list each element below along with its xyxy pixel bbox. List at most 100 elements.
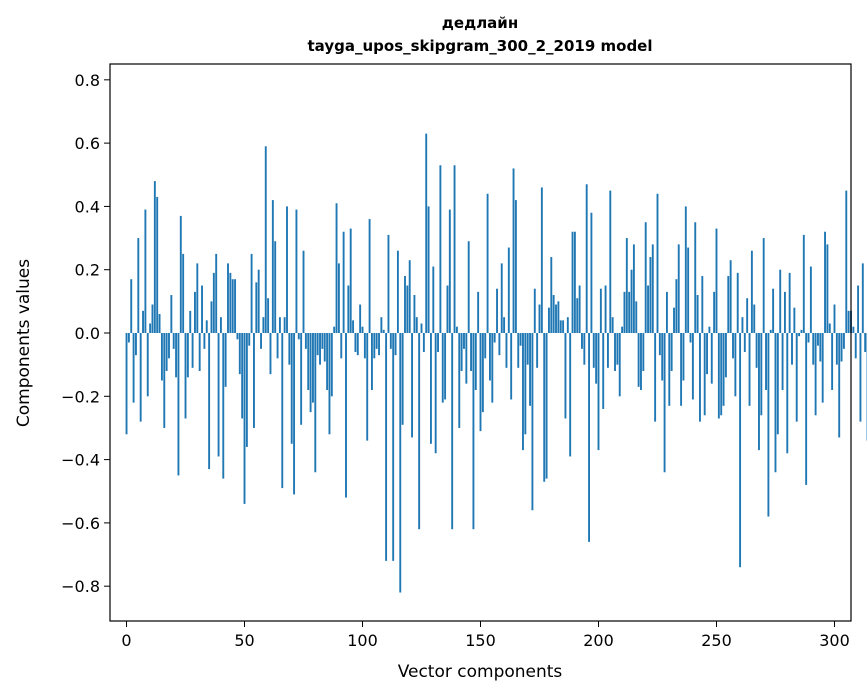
bar-110 <box>385 333 388 561</box>
bar-277 <box>779 269 782 334</box>
bar-13 <box>156 196 159 334</box>
bar-233 <box>675 279 678 333</box>
bar-241 <box>694 222 697 334</box>
bar-146 <box>470 333 473 371</box>
x-tick-label: 100 <box>347 631 378 650</box>
bar-155 <box>491 333 494 403</box>
bar-84 <box>323 333 326 362</box>
bar-82 <box>319 333 321 365</box>
bar-190 <box>573 231 576 333</box>
bar-10 <box>149 323 152 333</box>
bar-140 <box>455 326 458 334</box>
bar-135 <box>444 333 447 400</box>
bar-169 <box>524 333 527 435</box>
bar-269 <box>760 333 763 416</box>
bar-75 <box>302 250 305 333</box>
bar-95 <box>349 228 352 334</box>
bar-103 <box>368 219 371 333</box>
bar-187 <box>566 317 569 333</box>
bar-1 <box>127 333 130 343</box>
bar-180 <box>550 257 553 333</box>
bar-8 <box>144 209 147 334</box>
bar-62 <box>271 200 274 334</box>
bar-275 <box>774 333 777 473</box>
bar-210 <box>621 326 624 334</box>
bar-116 <box>399 333 402 593</box>
bar-162 <box>507 247 510 334</box>
bar-183 <box>557 301 560 334</box>
bar-238 <box>687 247 690 334</box>
bar-244 <box>701 276 704 334</box>
y-axis-label: Components values <box>14 259 34 427</box>
bar-310 <box>857 285 860 333</box>
bar-64 <box>276 333 279 359</box>
bar-158 <box>498 333 501 356</box>
bar-74 <box>300 333 303 425</box>
bar-304 <box>842 333 845 349</box>
bar-216 <box>635 301 638 334</box>
bar-306 <box>847 310 850 333</box>
bar-285 <box>798 333 801 337</box>
chart-title: дедлайн <box>442 14 518 32</box>
bar-182 <box>555 304 557 333</box>
bar-3 <box>132 333 135 403</box>
bar-20 <box>172 333 175 349</box>
bar-35 <box>208 333 211 470</box>
bar-34 <box>205 320 208 334</box>
bar-7 <box>142 310 144 333</box>
x-tick-label: 200 <box>583 631 614 650</box>
bar-173 <box>533 288 536 334</box>
bar-0 <box>125 333 128 435</box>
bar-160 <box>503 317 506 333</box>
bar-22 <box>177 333 180 476</box>
x-tick-label: 50 <box>234 631 254 650</box>
bar-44 <box>229 272 232 334</box>
bar-157 <box>496 288 498 334</box>
y-tick-label: 0.0 <box>75 324 100 343</box>
bar-305 <box>845 190 848 333</box>
bar-226 <box>658 333 661 356</box>
bar-56 <box>257 269 260 334</box>
bar-292 <box>814 333 817 416</box>
bar-211 <box>623 291 626 333</box>
bar-48 <box>238 333 241 375</box>
bar-186 <box>564 333 567 419</box>
bar-200 <box>597 333 600 451</box>
bar-281 <box>788 272 791 334</box>
bar-208 <box>616 333 619 365</box>
bar-245 <box>703 333 706 416</box>
bar-99 <box>359 304 362 333</box>
bar-224 <box>654 333 657 422</box>
bar-152 <box>484 333 487 359</box>
bar-172 <box>531 333 534 511</box>
bars-group <box>125 133 867 593</box>
bar-114 <box>394 333 397 356</box>
bar-204 <box>606 333 609 368</box>
bar-45 <box>231 279 234 333</box>
bar-203 <box>604 285 607 333</box>
bar-145 <box>467 241 470 334</box>
bar-46 <box>234 279 237 333</box>
bar-129 <box>430 333 432 444</box>
chart-subtitle: tayga_upos_skipgram_300_2_2019 model <box>308 37 653 55</box>
bar-11 <box>151 304 154 333</box>
bar-18 <box>168 333 170 359</box>
bar-127 <box>425 133 428 334</box>
bar-253 <box>722 333 725 406</box>
bar-194 <box>583 333 586 365</box>
y-axis: −0.8 −0.6 −0.4 −0.2 0.0 0.2 0.4 0.6 0.8 <box>61 71 110 596</box>
x-axis: 0 50 100 150 200 250 300 <box>121 621 850 650</box>
bar-193 <box>581 333 583 349</box>
bar-197 <box>590 212 593 333</box>
bar-14 <box>158 314 161 334</box>
bar-161 <box>505 333 508 368</box>
bar-113 <box>392 333 395 561</box>
bar-223 <box>651 244 654 333</box>
bar-134 <box>441 333 444 403</box>
y-tick-label: −0.6 <box>61 514 100 533</box>
bar-40 <box>219 317 222 333</box>
bar-205 <box>609 190 612 333</box>
bar-290 <box>809 266 812 334</box>
bar-179 <box>547 307 550 334</box>
bar-279 <box>783 291 786 333</box>
